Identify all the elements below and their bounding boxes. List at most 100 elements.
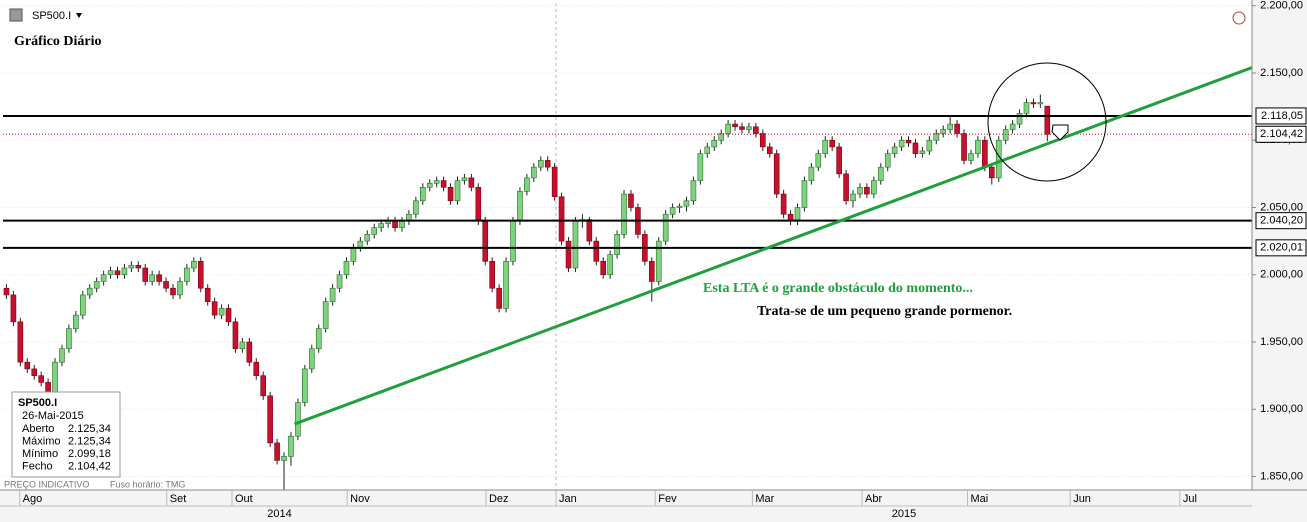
candle-body (426, 182, 433, 188)
info-label: Aberto (22, 423, 54, 435)
candle-body (655, 240, 662, 282)
candle-body (551, 166, 558, 198)
year-label: 2014 (267, 508, 291, 520)
candle-body (843, 173, 849, 202)
x-tick-label: Mai (971, 493, 989, 505)
info-date: 26-Mai-2015 (22, 410, 84, 422)
candle-body (302, 368, 308, 403)
candle-body (968, 153, 974, 161)
annotation: Esta LTA é o grande obstáculo do momento… (703, 281, 973, 296)
candle-body (177, 281, 183, 296)
candle-body (517, 191, 523, 222)
chart-title: Gráfico Diário (14, 34, 101, 49)
candle-body (676, 205, 683, 208)
level-label-box (1255, 125, 1307, 143)
y-tick-label: 2.000,00 (1260, 269, 1303, 281)
candle-body (794, 207, 801, 222)
clock-icon[interactable] (1232, 11, 1246, 25)
candle-body (614, 234, 620, 255)
candle-body (801, 180, 808, 208)
candle-body (544, 160, 551, 168)
x-tick-label: Out (235, 493, 253, 505)
candle-body (732, 123, 738, 128)
info-box: SP500.I 26-Mai-2015 Aberto 2.125,34 Máximo… (11, 391, 121, 478)
candle-body (898, 139, 905, 148)
x-tick-label: Jul (1183, 493, 1197, 505)
info-box-frame (11, 391, 121, 478)
info-rows: Aberto 2.125,34 Máximo 2.125,34 Mínimo 2.099,… (22, 423, 111, 473)
candle-body (1023, 102, 1030, 114)
candle-body (607, 254, 613, 276)
candle-body (420, 187, 426, 202)
candle-body (156, 274, 162, 282)
candle-body (225, 308, 232, 323)
level-label-box (1255, 107, 1307, 125)
candle-body (1044, 105, 1051, 135)
axes-layer: 1.850,00 1.900,00 1.950,00 2.000,00 2.050,00… (19, 0, 1307, 520)
y-tick-label: 1.950,00 (1260, 336, 1303, 348)
candle-body (725, 123, 731, 134)
candle-body (773, 153, 780, 195)
candle-body (239, 341, 246, 350)
candle-body (253, 361, 260, 376)
candle-body (982, 139, 988, 168)
y-tick-label: 2.200,00 (1260, 0, 1303, 12)
candle-body (871, 180, 877, 195)
candle-body (496, 287, 502, 309)
candle-body (760, 133, 766, 148)
candle-body (468, 177, 475, 188)
candle-body (933, 133, 940, 141)
candle-body (572, 220, 579, 269)
candle-body (621, 193, 627, 235)
candle-body (662, 213, 669, 242)
marks-layer (3, 66, 1253, 497)
candle-body (746, 126, 752, 130)
candle-body (343, 260, 350, 276)
level-label-box (1255, 212, 1307, 230)
candle-body (975, 139, 981, 154)
candle-body (940, 129, 947, 134)
year-label: 2015 (892, 508, 916, 520)
symbol-dropdown[interactable] (76, 13, 82, 18)
candle-body (73, 314, 79, 329)
symbol-name[interactable]: SP500.I (32, 10, 71, 22)
level-label: 2.020,01 (1260, 242, 1303, 254)
candle-body (149, 274, 155, 282)
candle-body (31, 368, 38, 376)
candle-body (24, 361, 31, 370)
candle-body (128, 265, 135, 269)
candle-body (586, 219, 593, 242)
candle-body (850, 193, 856, 202)
y-tick-label: 1.850,00 (1260, 470, 1303, 482)
candle-body (295, 402, 301, 437)
footer-note: PREÇO INDICATIVO (4, 479, 89, 489)
candle-body (669, 207, 676, 215)
level-label: 2.118,05 (1261, 110, 1303, 122)
candle-body (86, 287, 93, 296)
grid-layer (3, 3, 1252, 522)
candle-body (482, 220, 489, 262)
candle-body (718, 133, 724, 141)
footer-timezone: Fuso horário: TMG (110, 479, 185, 489)
candle-body (1002, 129, 1009, 141)
info-label: Máximo (22, 435, 61, 447)
x-tick-label: Jan (559, 493, 577, 505)
candle-body (336, 274, 343, 289)
candle-body (440, 180, 447, 188)
candle-body (808, 166, 815, 181)
candle-body (697, 153, 704, 181)
info-value: 2.125,34 (68, 435, 111, 447)
candle-body (197, 260, 204, 289)
annotation: Trata-se de um pequeno grande pormenor. (757, 304, 1012, 319)
x-tick-label: Ago (23, 493, 43, 505)
candle-body (988, 166, 995, 179)
candle-body (766, 146, 773, 154)
candle-body (683, 200, 690, 207)
x-tick-label: Mar (755, 493, 774, 505)
candle-body (628, 193, 634, 208)
level-label-box (1255, 239, 1307, 257)
candle-body (857, 187, 863, 195)
candle-body (392, 220, 398, 228)
symbol-icon[interactable] (9, 8, 23, 22)
candle-body (905, 139, 912, 144)
